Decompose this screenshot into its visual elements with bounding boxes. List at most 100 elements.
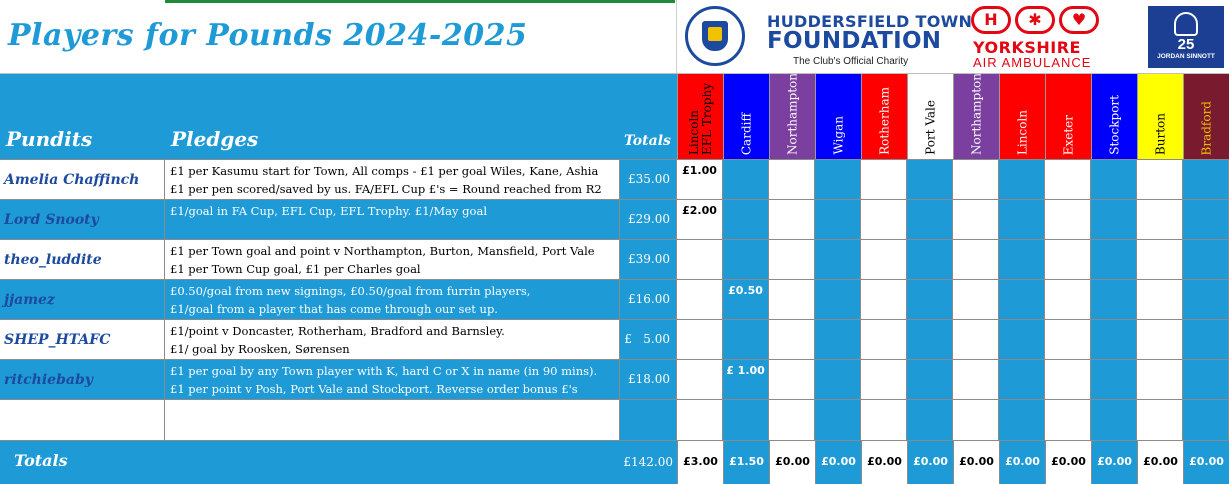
- match-cell[interactable]: [953, 200, 999, 240]
- match-cell[interactable]: [1045, 280, 1091, 320]
- match-cell[interactable]: [861, 200, 907, 240]
- match-cell[interactable]: [1045, 360, 1091, 400]
- figure-icon: [1174, 12, 1198, 36]
- pledge-text: [165, 400, 620, 440]
- match-cell[interactable]: [815, 240, 861, 280]
- match-cell[interactable]: [1091, 360, 1137, 400]
- match-cell[interactable]: [723, 400, 769, 440]
- match-cell[interactable]: [1091, 280, 1137, 320]
- match-cell[interactable]: [907, 280, 953, 320]
- match-cell[interactable]: [1183, 320, 1229, 360]
- match-cell[interactable]: [1091, 400, 1137, 440]
- match-cell[interactable]: [1091, 320, 1137, 360]
- match-cell[interactable]: [677, 280, 723, 320]
- match-header: Rotherham: [861, 74, 907, 159]
- match-cell[interactable]: [1045, 240, 1091, 280]
- match-cell[interactable]: [1137, 400, 1183, 440]
- match-cell[interactable]: [677, 360, 723, 400]
- match-cell[interactable]: [815, 400, 861, 440]
- match-cell[interactable]: £ 1.00: [723, 360, 769, 400]
- match-cell[interactable]: [1091, 240, 1137, 280]
- match-cell[interactable]: [953, 320, 999, 360]
- match-total: £0.00: [1045, 441, 1091, 484]
- match-label: Burton: [1153, 112, 1167, 155]
- match-cell[interactable]: [999, 400, 1045, 440]
- match-cell[interactable]: [907, 200, 953, 240]
- match-cell[interactable]: [999, 320, 1045, 360]
- match-cell[interactable]: [1137, 240, 1183, 280]
- match-cell[interactable]: [1091, 160, 1137, 200]
- match-cell[interactable]: [723, 160, 769, 200]
- match-cell[interactable]: [999, 360, 1045, 400]
- match-cell[interactable]: [953, 240, 999, 280]
- match-cell[interactable]: [907, 160, 953, 200]
- row-total: £29.00: [620, 200, 677, 240]
- match-cell[interactable]: £0.50: [723, 280, 769, 320]
- match-cell[interactable]: [1183, 280, 1229, 320]
- match-cell[interactable]: [953, 400, 999, 440]
- match-cell[interactable]: [815, 320, 861, 360]
- match-cell[interactable]: [815, 280, 861, 320]
- match-cell[interactable]: [953, 360, 999, 400]
- match-cell[interactable]: [953, 160, 999, 200]
- yaa-icons: H ✱ ♥: [971, 6, 1099, 34]
- match-cell[interactable]: [999, 240, 1045, 280]
- match-cell[interactable]: [769, 400, 815, 440]
- match-cell[interactable]: [815, 200, 861, 240]
- match-cell[interactable]: [907, 400, 953, 440]
- match-cell[interactable]: [1137, 320, 1183, 360]
- match-cell[interactable]: [1183, 200, 1229, 240]
- match-cell[interactable]: [1045, 400, 1091, 440]
- match-cell[interactable]: [1137, 280, 1183, 320]
- match-cell[interactable]: [723, 240, 769, 280]
- match-cell[interactable]: [861, 320, 907, 360]
- match-cell[interactable]: [769, 280, 815, 320]
- match-label: Wigan: [831, 116, 845, 155]
- match-cell[interactable]: [861, 400, 907, 440]
- row-total: [620, 400, 677, 440]
- match-cell[interactable]: [769, 240, 815, 280]
- match-cell[interactable]: [677, 400, 723, 440]
- match-cell[interactable]: [815, 160, 861, 200]
- match-cell[interactable]: [723, 200, 769, 240]
- match-cell[interactable]: [769, 160, 815, 200]
- match-cell[interactable]: [999, 200, 1045, 240]
- match-cell[interactable]: [815, 360, 861, 400]
- match-cell[interactable]: [907, 320, 953, 360]
- match-cell[interactable]: [999, 280, 1045, 320]
- match-cell[interactable]: [953, 280, 999, 320]
- match-cell[interactable]: [769, 200, 815, 240]
- match-cell[interactable]: [1137, 360, 1183, 400]
- match-header: Bradford: [1183, 74, 1229, 159]
- match-cell[interactable]: [1045, 320, 1091, 360]
- heart-icon: ♥: [1059, 6, 1099, 34]
- match-cell[interactable]: [677, 320, 723, 360]
- match-cell[interactable]: [907, 240, 953, 280]
- match-cell[interactable]: [861, 360, 907, 400]
- match-cell[interactable]: [999, 160, 1045, 200]
- match-cell[interactable]: [861, 240, 907, 280]
- match-cell[interactable]: [1183, 400, 1229, 440]
- match-total: £0.00: [1137, 441, 1183, 484]
- match-cell[interactable]: [907, 360, 953, 400]
- match-cell[interactable]: [1183, 160, 1229, 200]
- match-header: Port Vale: [907, 74, 953, 159]
- match-cell[interactable]: [861, 160, 907, 200]
- match-cell[interactable]: [723, 320, 769, 360]
- match-cell[interactable]: [1091, 200, 1137, 240]
- match-cell[interactable]: [769, 320, 815, 360]
- match-cell[interactable]: [1137, 200, 1183, 240]
- match-cell[interactable]: £2.00: [677, 200, 723, 240]
- match-cell[interactable]: £1.00: [677, 160, 723, 200]
- match-cell[interactable]: [769, 360, 815, 400]
- match-cell[interactable]: [1045, 200, 1091, 240]
- row-total: £35.00: [620, 160, 677, 200]
- match-cell[interactable]: [677, 240, 723, 280]
- match-cell[interactable]: [861, 280, 907, 320]
- pledge-line: £1/ goal by Roosken, Sørensen: [170, 342, 350, 356]
- match-cell[interactable]: [1183, 240, 1229, 280]
- match-cell[interactable]: [1183, 360, 1229, 400]
- match-cell[interactable]: [1137, 160, 1183, 200]
- match-cell[interactable]: [1045, 160, 1091, 200]
- table-row: Amelia Chaffinch £1 per Kasumu start for …: [0, 159, 1229, 214]
